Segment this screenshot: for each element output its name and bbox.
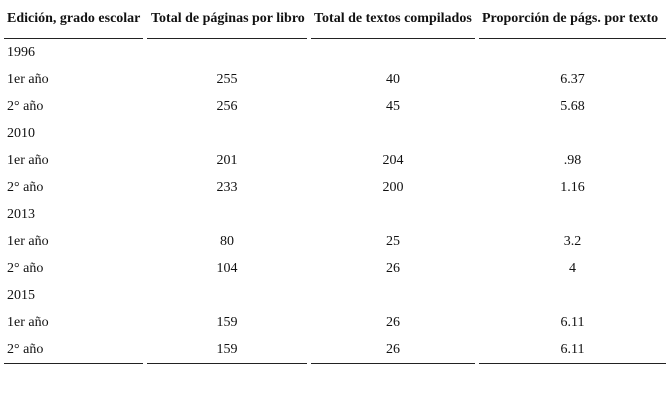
table-row: 1er año 80 25 3.2 [4, 228, 666, 255]
header-edicion: Edición, grado escolar [4, 6, 143, 39]
ratio-cell: 6.37 [560, 72, 585, 87]
texts-cell: 25 [386, 234, 400, 249]
grade-label: 2° año [4, 336, 143, 364]
ratio-cell: 3.2 [563, 234, 582, 249]
table-row: 1er año 159 26 6.11 [4, 309, 666, 336]
grade-label: 1er año [7, 315, 49, 330]
pages-cell: 256 [216, 99, 238, 114]
pages-cell: 233 [216, 180, 238, 195]
texts-cell: 200 [382, 180, 404, 195]
texts-cell: 45 [386, 99, 400, 114]
texts-cell: 204 [382, 153, 404, 168]
grade-label: 1er año [7, 153, 49, 168]
table-row: 1er año 255 40 6.37 [4, 66, 666, 93]
ratio-cell: 5.68 [560, 99, 585, 114]
table-row: 1er año 201 204 .98 [4, 147, 666, 174]
pages-cell: 80 [220, 234, 234, 249]
texts-cell: 26 [386, 261, 400, 276]
pages-cell: 104 [216, 261, 238, 276]
header-proporcion: Proporción de págs. por texto [479, 6, 666, 39]
texts-cell: 40 [386, 72, 400, 87]
year-label: 2010 [7, 126, 35, 141]
year-row-2013: 2013 [4, 201, 666, 228]
table-row: 2° año 104 26 4 [4, 255, 666, 282]
grade-label: 2° año [7, 99, 44, 114]
grade-label: 2° año [7, 180, 44, 195]
grade-label: 1er año [7, 72, 49, 87]
data-table: Edición, grado escolar Total de páginas … [0, 6, 667, 364]
year-row-2010: 2010 [4, 120, 666, 147]
grade-label: 1er año [7, 234, 49, 249]
table-header: Edición, grado escolar Total de páginas … [4, 6, 666, 39]
ratio-cell: 6.11 [560, 315, 585, 330]
table-row: 2° año 256 45 5.68 [4, 93, 666, 120]
pages-cell: 255 [216, 72, 238, 87]
header-paginas: Total de páginas por libro [147, 6, 307, 39]
ratio-cell: 6.11 [479, 336, 666, 364]
year-row-2015: 2015 [4, 282, 666, 309]
data-table-container: Edición, grado escolar Total de páginas … [4, 6, 666, 364]
pages-cell: 159 [147, 336, 307, 364]
grade-label: 2° año [7, 261, 44, 276]
year-label: 2015 [7, 288, 35, 303]
texts-cell: 26 [311, 336, 475, 364]
ratio-cell: 1.16 [560, 180, 585, 195]
ratio-cell: 4 [569, 261, 576, 276]
table-body: 1996 1er año 255 40 6.37 2° año 256 45 5… [4, 39, 666, 364]
pages-cell: 201 [216, 153, 238, 168]
table-row: 2° año 159 26 6.11 [4, 336, 666, 364]
year-row-1996: 1996 [4, 39, 666, 66]
header-row: Edición, grado escolar Total de páginas … [4, 6, 666, 39]
table-row: 2° año 233 200 1.16 [4, 174, 666, 201]
ratio-cell: .98 [563, 153, 582, 168]
year-label: 1996 [7, 45, 35, 60]
texts-cell: 26 [386, 315, 400, 330]
year-label: 2013 [7, 207, 35, 222]
header-textos: Total de textos compilados [311, 6, 475, 39]
pages-cell: 159 [216, 315, 238, 330]
